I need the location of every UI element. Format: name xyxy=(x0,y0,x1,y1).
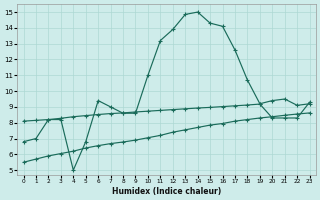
X-axis label: Humidex (Indice chaleur): Humidex (Indice chaleur) xyxy=(112,187,221,196)
